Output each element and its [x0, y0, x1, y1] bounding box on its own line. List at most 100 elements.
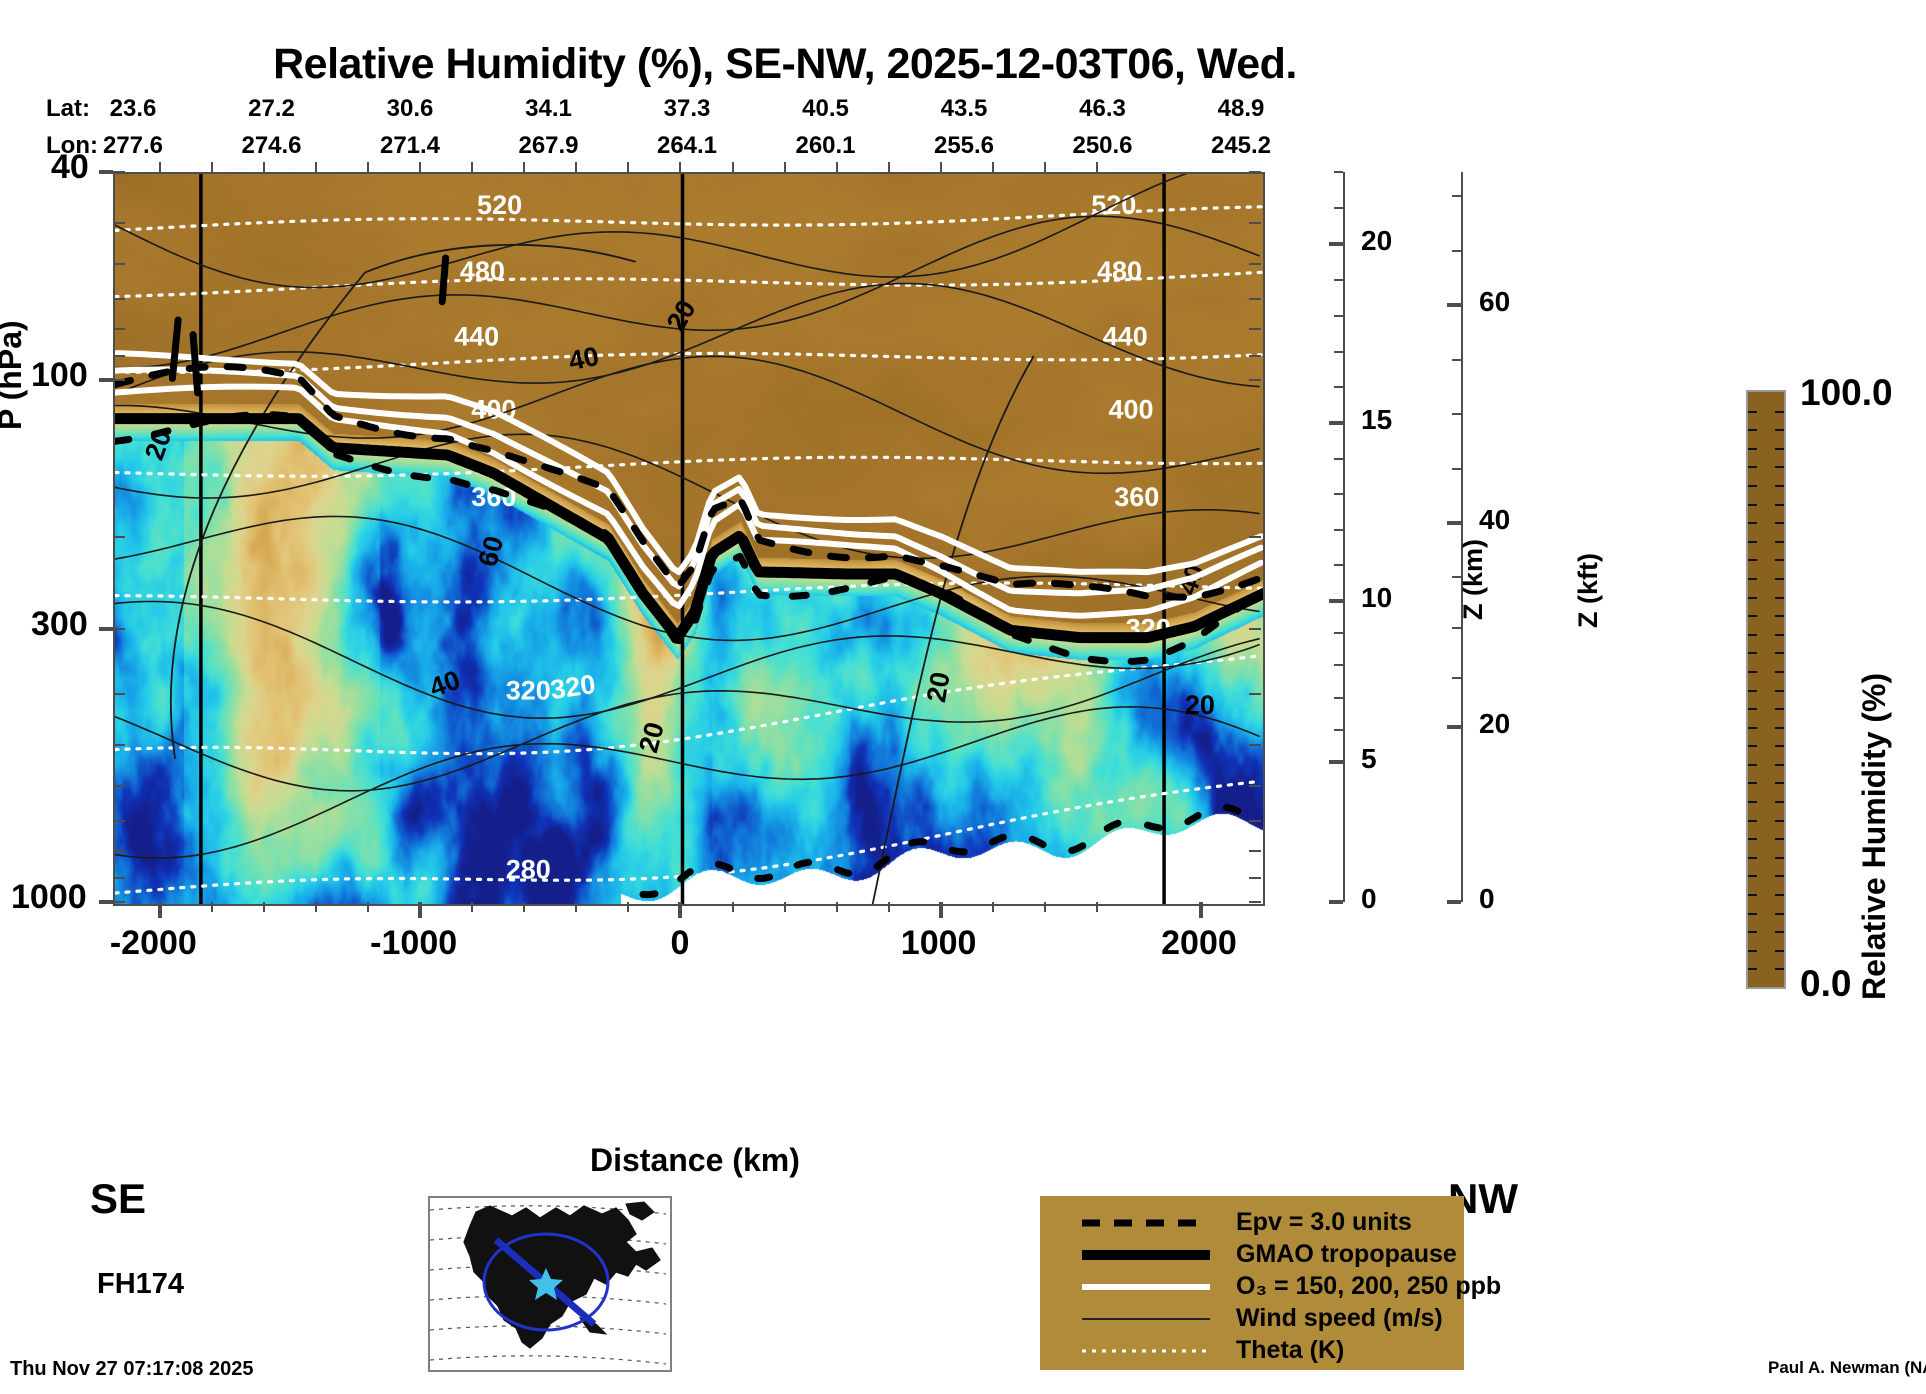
- colorbar-tick: [1748, 838, 1757, 841]
- z-kft-axis-spine: [1461, 172, 1463, 902]
- axis-tick: [158, 162, 161, 172]
- theta-contour: [115, 455, 1263, 478]
- wind-label: 20: [921, 670, 956, 705]
- axis-tick: [1334, 696, 1343, 699]
- inset-map-graphic: [430, 1201, 667, 1365]
- wind-label: 60: [473, 533, 510, 570]
- axis-tick: [1334, 599, 1343, 602]
- epv-contour: [189, 331, 202, 397]
- island-shape: [625, 1201, 655, 1221]
- colorbar-tick: [1748, 801, 1757, 804]
- theta-label: 440: [1103, 322, 1148, 352]
- lat-value: 43.5: [940, 95, 988, 122]
- y-tick-label: 1000: [11, 878, 87, 916]
- colorbar-tick: [1775, 410, 1784, 413]
- theta-contour: [115, 654, 1263, 756]
- theta-label: 480: [1097, 256, 1142, 286]
- colorbar-tick: [1748, 559, 1757, 562]
- axis-tick: [315, 162, 318, 172]
- axis-tick: [1452, 249, 1461, 252]
- wind-speed-contour: [115, 174, 1188, 289]
- legend-line-sample: [1082, 1284, 1210, 1290]
- axis-tick: [1452, 725, 1461, 728]
- legend-box: Epv = 3.0 units GMAO tropopause O₃ = 150, …: [1040, 1196, 1501, 1370]
- colorbar-tick: [1775, 708, 1784, 711]
- wind-speed-contour: [115, 355, 1260, 475]
- lat-value: 23.6: [109, 95, 157, 122]
- lon-label: Lon:: [46, 132, 98, 159]
- z-kft-tick-label: 40: [1479, 503, 1511, 535]
- legend-line-sample: [1082, 1250, 1210, 1260]
- legend-item-label: O₃ = 150, 200, 250 ppb: [1236, 1272, 1502, 1300]
- legend-item: O₃ = 150, 200, 250 ppb: [1040, 1270, 1501, 1304]
- colorbar-tick: [1748, 596, 1757, 599]
- colorbar-tick: [1748, 856, 1757, 859]
- colorbar-tick: [1775, 745, 1784, 748]
- axis-tick: [99, 900, 113, 904]
- colorbar-tick: [1775, 577, 1784, 580]
- north-america-transect-inset[interactable]: [428, 1196, 672, 1372]
- o3-contour: [115, 383, 1263, 619]
- z-kft-tick-label: 0: [1479, 883, 1495, 914]
- axis-tick: [471, 162, 474, 172]
- z-km-tick-label: 10: [1361, 581, 1393, 613]
- colorbar-tick: [1775, 838, 1784, 841]
- axis-tick: [1334, 422, 1343, 425]
- axis-tick: [1447, 520, 1461, 525]
- colorbar-tick: [1775, 689, 1784, 692]
- wind-speed-contour: [115, 515, 1260, 642]
- colorbar-tick: [1748, 968, 1757, 971]
- wind-label: 20: [1185, 690, 1215, 720]
- colorbar-tick: [1748, 670, 1757, 673]
- lon-value: 250.6: [1072, 132, 1133, 159]
- axis-tick: [1334, 457, 1343, 460]
- colorbar-tick: [1775, 429, 1784, 432]
- axis-tick: [1452, 521, 1461, 524]
- lon-value: 264.1: [656, 132, 718, 159]
- axis-tick: [783, 162, 786, 172]
- wind-speed-contour: [115, 215, 1260, 369]
- colorbar-tick: [1775, 484, 1784, 487]
- colorbar-tick: [1775, 782, 1784, 785]
- southeast-end-label: SE: [90, 1175, 147, 1222]
- legend-item: Theta (K): [1040, 1334, 1464, 1368]
- axis-tick: [991, 162, 994, 172]
- axis-tick: [1447, 724, 1461, 729]
- wind-speed-contour: [871, 355, 1035, 904]
- axis-tick: [1447, 303, 1461, 308]
- legend-item: Wind speed (m/s): [1040, 1302, 1464, 1336]
- lon-value: 255.6: [933, 132, 995, 159]
- epv-contour: [438, 254, 450, 306]
- colorbar-tick: [1748, 689, 1757, 692]
- lat-value: 46.3: [1079, 95, 1126, 122]
- page-title: Relative Humidity (%), SE-NW, 2025-12-03…: [273, 40, 1297, 88]
- colorbar-tick: [1748, 949, 1757, 952]
- x-tick-label: 1000: [900, 924, 977, 962]
- cross-section-plot[interactable]: 520 480 440 400 360 320 280 520 480 440 400 360 320 2…: [113, 172, 1265, 906]
- axis-tick: [1334, 664, 1343, 667]
- colorbar-min-label: 0.0: [1800, 963, 1852, 1004]
- colorbar-tick: [1748, 447, 1757, 450]
- axis-tick: [1452, 413, 1461, 416]
- theta-label: 280: [506, 854, 551, 884]
- colorbar-tick: [1748, 633, 1757, 636]
- colorbar-title: Relative Humidity (%): [1856, 672, 1892, 1000]
- x-tick-label: 0: [670, 924, 690, 962]
- colorbar-tick: [1748, 410, 1757, 413]
- lat-row: Lat: 23.6 27.2 30.6 34.1 37.3 40.5 43.5 46.3 48.…: [0, 95, 1400, 125]
- axis-tick: [1334, 386, 1343, 389]
- legend-line-sample: [1082, 1219, 1210, 1227]
- axis-tick: [1447, 900, 1461, 904]
- x-tick-label: -2000: [109, 924, 197, 962]
- colorbar-tick: [1748, 503, 1757, 506]
- colorbar-tick: [1775, 466, 1784, 469]
- colorbar-tick: [1775, 894, 1784, 897]
- y-tick-label: 300: [31, 604, 88, 643]
- x-tick-label: -1000: [370, 924, 458, 962]
- colorbar[interactable]: [1746, 390, 1786, 989]
- lat-label: Lat:: [46, 95, 90, 122]
- colorbar-tick: [1748, 708, 1757, 711]
- wind-speed-contour: [115, 433, 1260, 560]
- legend-item-label: Wind speed (m/s): [1236, 1304, 1443, 1332]
- colorbar-tick: [1775, 912, 1784, 915]
